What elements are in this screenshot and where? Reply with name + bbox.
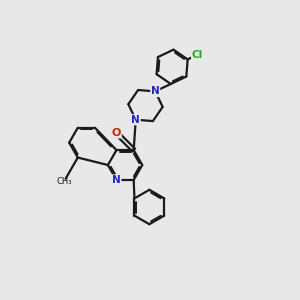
- Text: N: N: [112, 175, 121, 185]
- Text: O: O: [112, 128, 121, 138]
- Text: N: N: [131, 115, 140, 125]
- Text: Cl: Cl: [192, 50, 203, 60]
- Text: N: N: [151, 86, 160, 96]
- Text: CH₃: CH₃: [56, 177, 71, 186]
